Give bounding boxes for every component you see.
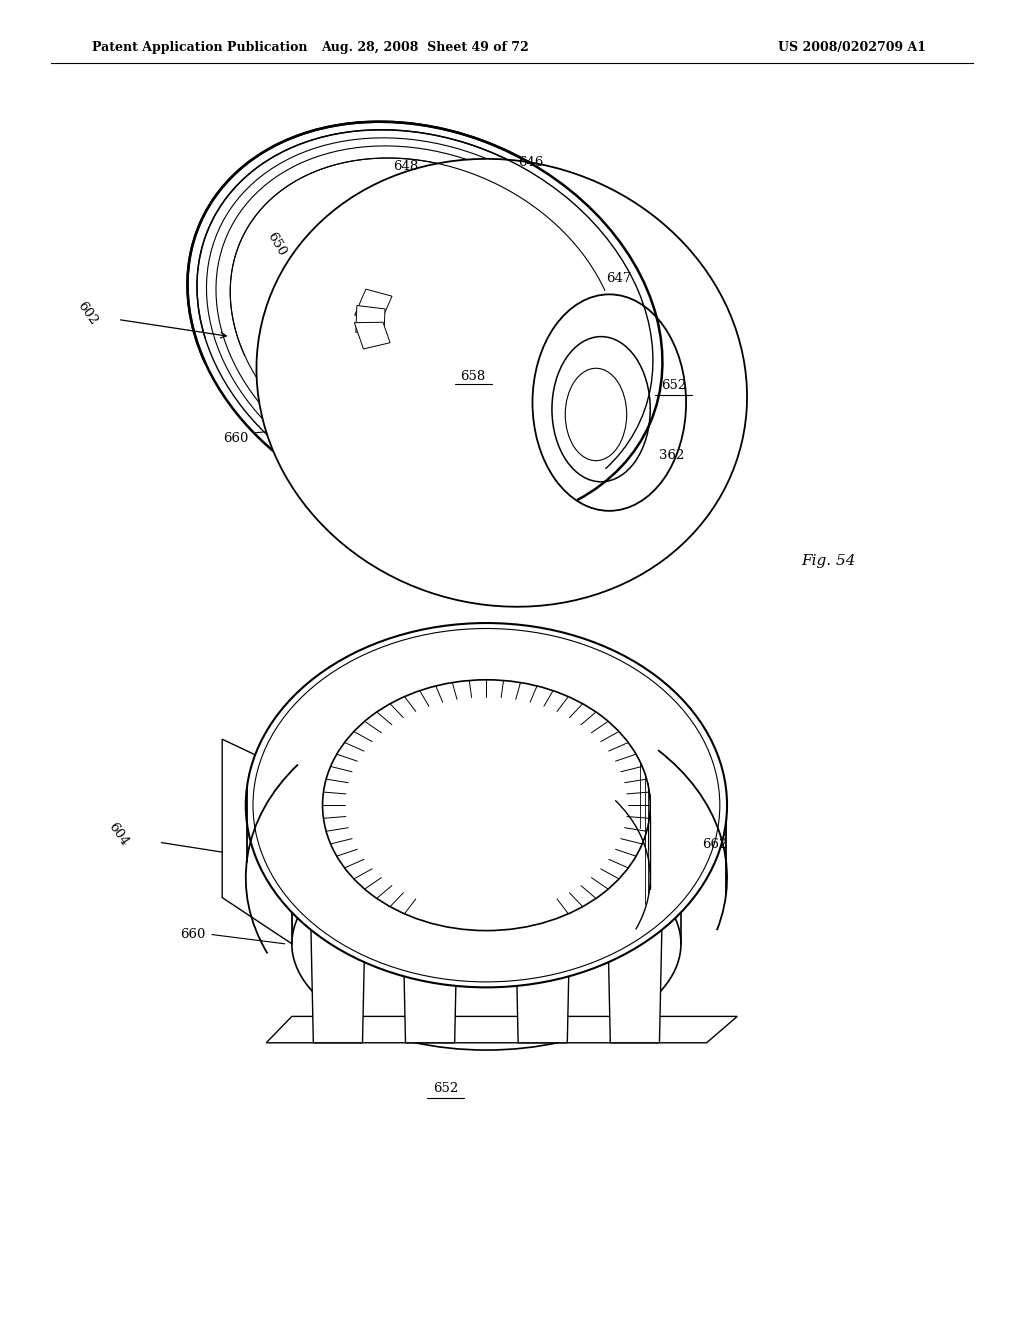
Polygon shape <box>512 752 573 1043</box>
Polygon shape <box>307 752 369 1043</box>
Ellipse shape <box>197 129 653 517</box>
Ellipse shape <box>230 158 620 488</box>
Text: US 2008/0202709 A1: US 2008/0202709 A1 <box>778 41 927 54</box>
Ellipse shape <box>532 294 686 511</box>
Ellipse shape <box>187 121 663 525</box>
Ellipse shape <box>323 680 650 931</box>
Text: Fig. 54: Fig. 54 <box>801 554 855 568</box>
Text: 647: 647 <box>606 272 631 285</box>
Polygon shape <box>354 322 390 348</box>
Polygon shape <box>399 752 461 1043</box>
Text: 658: 658 <box>461 370 485 383</box>
Ellipse shape <box>565 368 627 461</box>
Ellipse shape <box>246 623 727 987</box>
Ellipse shape <box>552 337 650 482</box>
Text: 648: 648 <box>393 160 418 173</box>
Polygon shape <box>604 752 666 1043</box>
Text: 660: 660 <box>223 432 248 445</box>
Text: 646: 646 <box>518 156 543 169</box>
Text: Aug. 28, 2008  Sheet 49 of 72: Aug. 28, 2008 Sheet 49 of 72 <box>322 41 528 54</box>
Text: 652: 652 <box>433 1082 458 1096</box>
Text: 662: 662 <box>702 838 727 851</box>
Polygon shape <box>355 305 385 333</box>
Text: 602: 602 <box>75 298 99 327</box>
Polygon shape <box>222 739 292 944</box>
Ellipse shape <box>256 158 748 607</box>
Text: 652: 652 <box>662 379 686 392</box>
Text: Patent Application Publication: Patent Application Publication <box>92 41 307 54</box>
Ellipse shape <box>573 380 618 449</box>
Polygon shape <box>354 289 392 317</box>
Ellipse shape <box>253 628 720 982</box>
Polygon shape <box>266 1016 737 1043</box>
Ellipse shape <box>207 137 643 510</box>
Ellipse shape <box>216 147 634 500</box>
Text: 660: 660 <box>180 928 205 941</box>
Text: 650: 650 <box>264 230 289 259</box>
Ellipse shape <box>292 838 681 1051</box>
Text: 362: 362 <box>659 449 684 462</box>
Text: 604: 604 <box>105 820 130 849</box>
